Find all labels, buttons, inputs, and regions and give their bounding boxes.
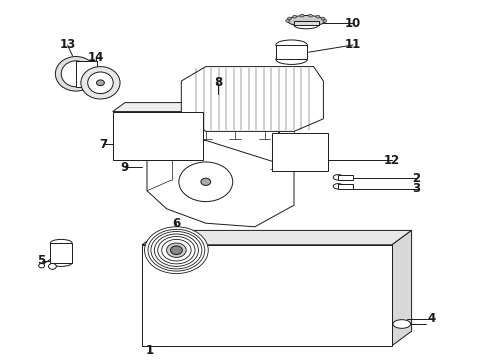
Text: 7: 7 (99, 138, 107, 150)
Text: 12: 12 (384, 154, 400, 167)
Bar (50, 243, 72, 263)
Circle shape (162, 239, 191, 261)
Bar (272, 133, 328, 171)
Text: 6: 6 (172, 217, 180, 230)
Circle shape (179, 162, 233, 202)
Ellipse shape (55, 57, 97, 91)
Circle shape (201, 178, 211, 185)
Circle shape (286, 19, 290, 22)
Circle shape (148, 229, 205, 271)
Circle shape (49, 264, 56, 269)
Text: 14: 14 (87, 51, 104, 64)
Circle shape (321, 17, 325, 20)
Circle shape (308, 14, 312, 17)
Circle shape (288, 17, 292, 20)
Polygon shape (392, 230, 412, 346)
Ellipse shape (50, 239, 72, 247)
Ellipse shape (81, 67, 120, 99)
Polygon shape (338, 184, 353, 189)
Text: 2: 2 (413, 172, 420, 185)
Ellipse shape (288, 15, 325, 26)
Bar (294, 21, 318, 25)
Text: 4: 4 (427, 312, 435, 325)
Ellipse shape (50, 259, 72, 266)
Circle shape (316, 15, 320, 18)
Circle shape (97, 80, 104, 86)
Circle shape (293, 15, 296, 18)
Circle shape (300, 14, 304, 17)
Ellipse shape (294, 22, 318, 29)
Ellipse shape (393, 320, 411, 328)
Circle shape (171, 246, 182, 255)
Bar (276, 45, 307, 59)
Polygon shape (113, 103, 216, 112)
Ellipse shape (276, 54, 307, 64)
Text: 3: 3 (413, 183, 420, 195)
Text: 13: 13 (59, 39, 76, 51)
Circle shape (167, 243, 186, 257)
Ellipse shape (88, 72, 113, 94)
Polygon shape (181, 67, 323, 131)
Polygon shape (147, 140, 294, 227)
Bar (113, 112, 203, 160)
Polygon shape (338, 175, 353, 180)
Text: 1: 1 (146, 345, 153, 357)
Polygon shape (142, 230, 412, 245)
Ellipse shape (333, 184, 343, 189)
Text: 9: 9 (121, 161, 129, 174)
Ellipse shape (276, 40, 307, 50)
Text: 8: 8 (214, 76, 222, 89)
Text: 10: 10 (344, 17, 361, 30)
Circle shape (323, 19, 327, 22)
Circle shape (154, 234, 198, 266)
Ellipse shape (333, 175, 343, 180)
Text: 5: 5 (38, 255, 46, 267)
Circle shape (145, 227, 208, 274)
Ellipse shape (61, 61, 91, 87)
Text: 11: 11 (344, 39, 361, 51)
Bar (142, 245, 392, 346)
Circle shape (39, 264, 45, 268)
Circle shape (158, 237, 195, 264)
Bar (76, 61, 97, 87)
Circle shape (151, 231, 202, 269)
